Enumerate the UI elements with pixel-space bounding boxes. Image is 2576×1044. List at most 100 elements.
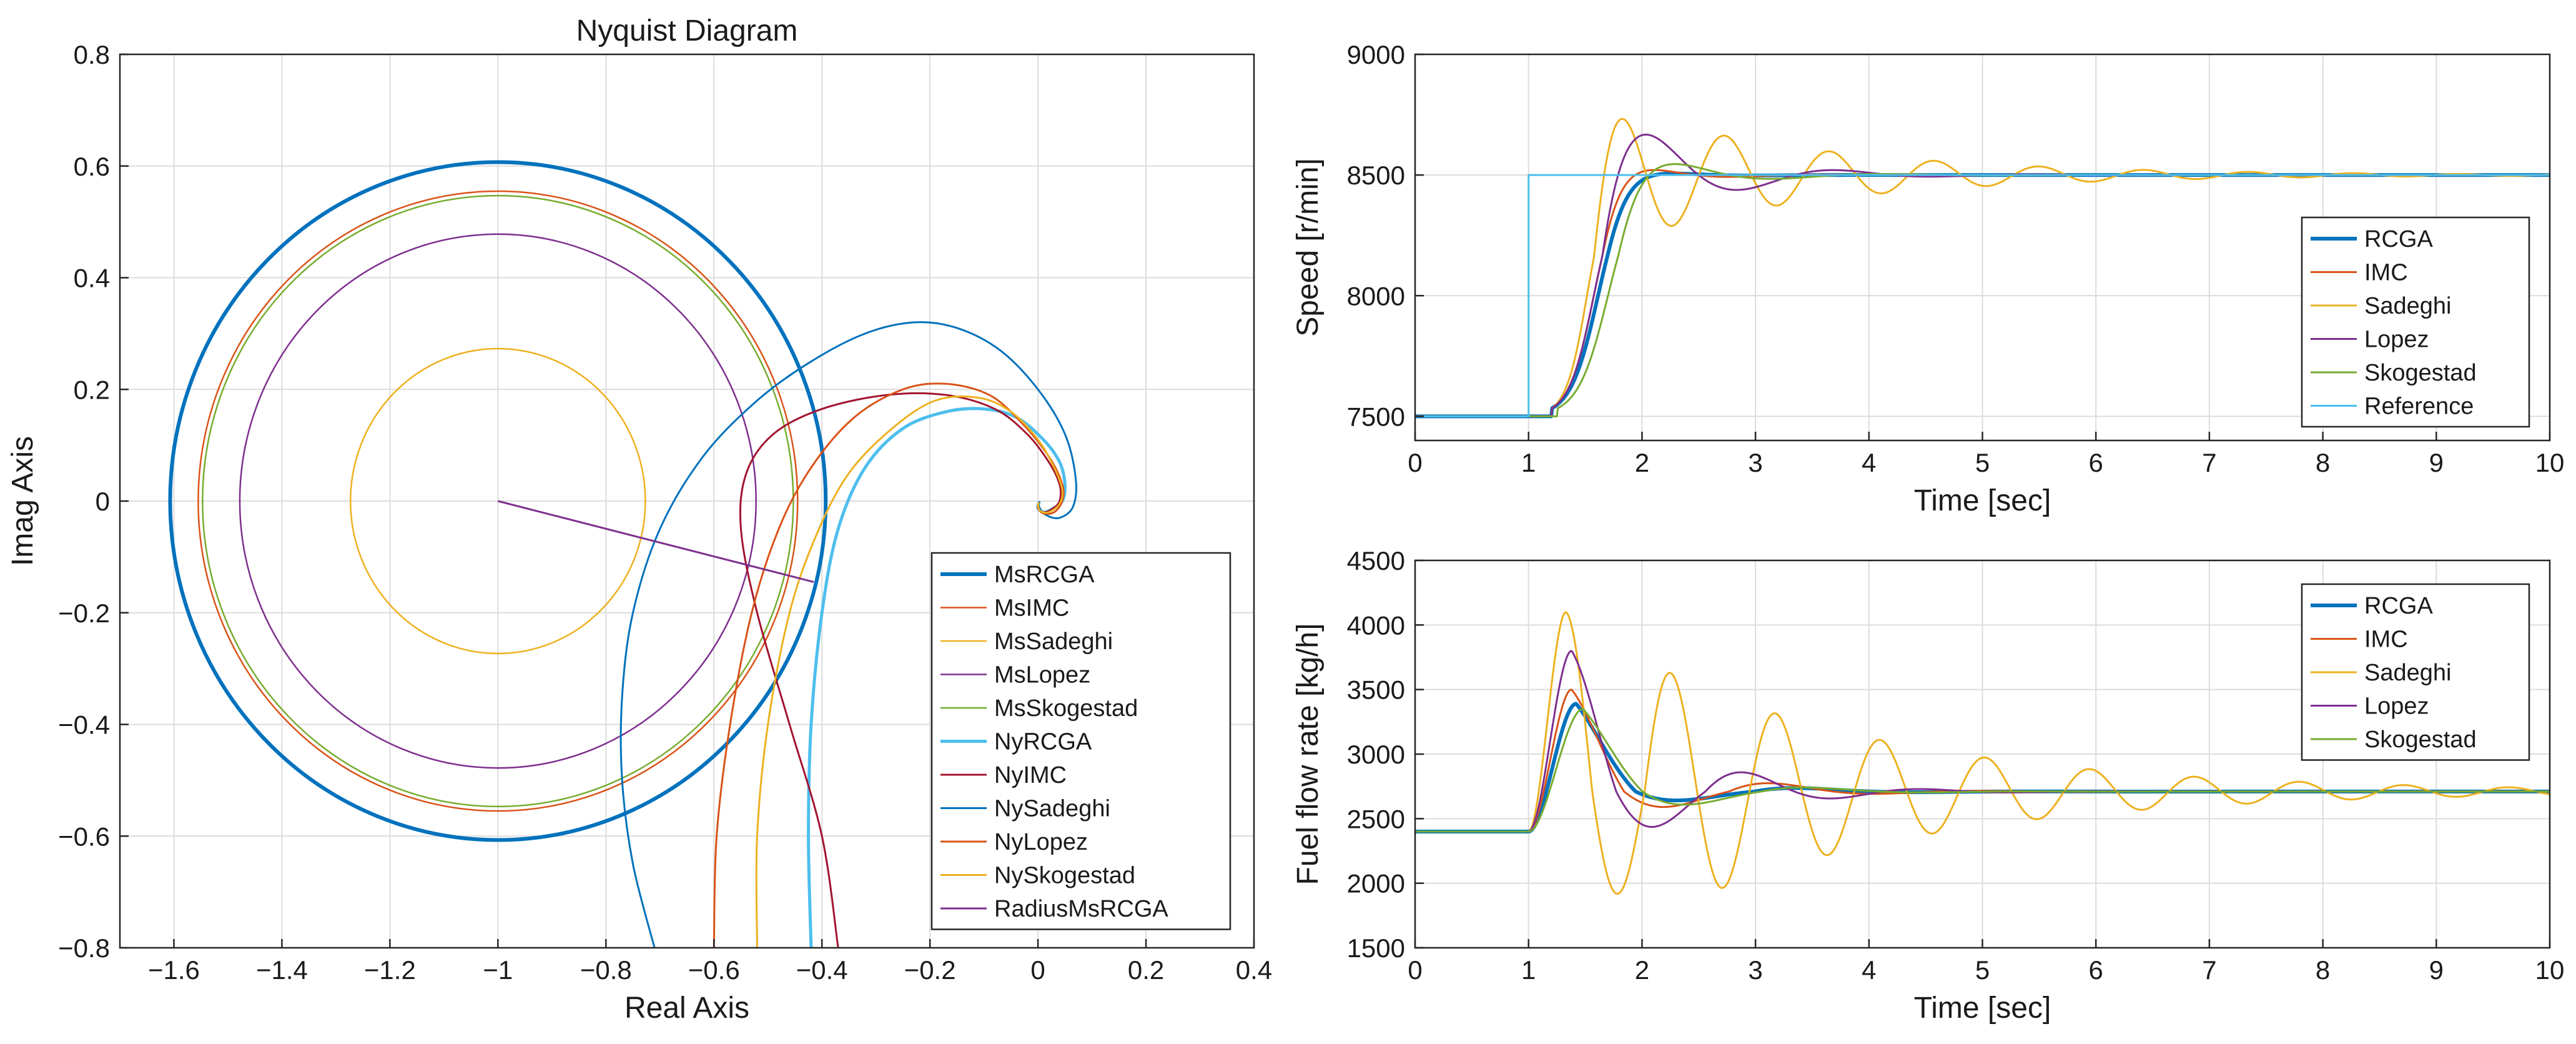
speed-x-tick-label: 10 <box>2535 448 2565 477</box>
fuel-x-tick-label: 4 <box>1862 955 1876 985</box>
nyquist-series-RadiusMsRCGA <box>497 500 814 584</box>
speed-series-Reference <box>1415 174 2550 417</box>
nyquist-y-tick-label: 0.4 <box>74 264 110 293</box>
fuel-series-Skogestad <box>1415 708 2550 833</box>
fuel-y-tick-label: 3500 <box>1347 675 1405 705</box>
speed-x-tick-label: 8 <box>2316 448 2330 477</box>
fuel-legend: RCGA IMC Sadeghi Lopez Skogestad <box>2301 583 2530 761</box>
speed-x-tick-label: 1 <box>1521 448 1536 477</box>
speed-x-tick-label: 5 <box>1975 448 1990 477</box>
nyquist-series-MsSadeghi <box>350 347 646 655</box>
fuel-legend-label-Skogestad: Skogestad <box>2364 727 2477 753</box>
fuel-y-axis-label: Fuel flow rate [kg/h] <box>1291 624 1325 885</box>
fuel-y-tick-label: 4500 <box>1347 546 1405 575</box>
nyquist-series-MsRCGA <box>168 160 828 842</box>
speed-y-tick-label: 8000 <box>1347 281 1405 311</box>
nyquist-series-NySkogestad <box>755 395 1063 948</box>
fuel-legend-label-RCGA: RCGA <box>2364 593 2433 619</box>
nyquist-y-tick-label: −0.2 <box>58 599 110 628</box>
nyquist-legend-label-MsRCGA: MsRCGA <box>994 562 1095 588</box>
nyquist-title: Nyquist Diagram <box>576 14 798 47</box>
nyquist-x-tick-label: −0.4 <box>796 955 848 985</box>
speed-legend-label-Sadeghi: Sadeghi <box>2364 293 2451 319</box>
speed-x-tick-label: 2 <box>1635 448 1649 477</box>
nyquist-y-tick-label: 0.8 <box>74 40 110 69</box>
nyquist-x-tick-label: −0.6 <box>688 955 740 985</box>
nyquist-y-tick-label: −0.8 <box>58 933 110 963</box>
fuel-x-tick-label: 8 <box>2316 955 2330 985</box>
speed-legend-label-IMC: IMC <box>2364 260 2408 286</box>
nyquist-x-tick-label: 0.2 <box>1128 955 1164 985</box>
speed-x-tick-label: 7 <box>2202 448 2216 477</box>
nyquist-plot-area <box>168 160 1077 948</box>
nyquist-legend-label-MsSkogestad: MsSkogestad <box>994 695 1138 722</box>
speed-x-tick-label: 6 <box>2089 448 2103 477</box>
speed-legend-label-Lopez: Lopez <box>2364 327 2429 353</box>
nyquist-series-MsSkogestad <box>202 194 794 808</box>
nyquist-legend-label-NyIMC: NyIMC <box>994 762 1067 788</box>
fuel-y-tick-label: 2500 <box>1347 804 1405 833</box>
nyquist-x-tick-label: −1.2 <box>364 955 416 985</box>
fuel-x-tick-label: 3 <box>1748 955 1762 985</box>
nyquist-series-MsIMC <box>197 190 799 812</box>
fuel-x-tick-label: 6 <box>2089 955 2103 985</box>
nyquist-legend-label-NyRCGA: NyRCGA <box>994 729 1092 755</box>
nyquist-series-MsLopez <box>239 233 757 769</box>
nyquist-legend-label-NySadeghi: NySadeghi <box>994 796 1110 822</box>
fuel-x-axis-label: Time [sec] <box>1914 992 2051 1025</box>
speed-legend: RCGA IMC Sadeghi Lopez Skogestad Reference <box>2301 216 2530 428</box>
nyquist-legend-label-MsLopez: MsLopez <box>994 662 1090 689</box>
nyquist-chart: −1.6 −1.4 −1.2 −1 −0.8 −0.6 −0.4 −0.2 0 0.2 0.4 −0.… <box>6 14 1272 1025</box>
nyquist-series-NySadeghi <box>619 321 1077 948</box>
nyquist-y-tick-label: 0.6 <box>74 152 110 181</box>
nyquist-x-axis-label: Real Axis <box>624 992 749 1025</box>
fuel-y-tick-label: 2000 <box>1347 869 1405 898</box>
fuel-x-tick-label: 7 <box>2202 955 2216 985</box>
nyquist-series-NyLopez <box>713 382 1065 948</box>
nyquist-y-tick-label: 0 <box>96 487 110 516</box>
fuel-legend-label-Lopez: Lopez <box>2364 694 2429 720</box>
speed-y-tick-label: 9000 <box>1347 40 1405 69</box>
speed-x-tick-label: 0 <box>1408 448 1422 477</box>
speed-y-axis-label: Speed [r/min] <box>1291 158 1325 336</box>
fuel-plot-area <box>1415 611 2550 895</box>
fuel-y-tick-label: 3000 <box>1347 740 1405 769</box>
speed-x-tick-label: 3 <box>1748 448 1762 477</box>
fuel-x-tick-label: 10 <box>2535 955 2565 985</box>
nyquist-legend-label-MsIMC: MsIMC <box>994 595 1069 622</box>
fuel-x-tick-label: 2 <box>1635 955 1649 985</box>
nyquist-x-tick-label: −1.6 <box>148 955 200 985</box>
nyquist-legend-label-MsSadeghi: MsSadeghi <box>994 629 1113 655</box>
nyquist-y-axis-label: Imag Axis <box>6 436 39 566</box>
fuel-x-tick-label: 5 <box>1975 955 1990 985</box>
fuel-x-tick-label: 0 <box>1408 955 1422 985</box>
fuel-y-tick-label: 1500 <box>1347 933 1405 963</box>
nyquist-x-tick-label: 0.4 <box>1236 955 1272 985</box>
speed-x-tick-label: 9 <box>2429 448 2444 477</box>
speed-x-tick-label: 4 <box>1862 448 1876 477</box>
nyquist-y-tick-label: 0.2 <box>74 375 110 404</box>
speed-y-tick-label: 8500 <box>1347 161 1405 190</box>
nyquist-x-tick-label: −0.8 <box>580 955 632 985</box>
fuel-x-tick-label: 1 <box>1521 955 1536 985</box>
nyquist-legend-label-RadiusMsRCGA: RadiusMsRCGA <box>994 896 1168 922</box>
fuel-chart: 0 1 2 3 4 5 6 7 8 9 10 1500 2000 2500 3000 3500 4000 4500… <box>1291 546 2564 1025</box>
nyquist-series-NyIMC <box>739 392 1062 948</box>
speed-plot-area <box>1415 117 2550 419</box>
speed-x-axis-label: Time [sec] <box>1914 484 2051 517</box>
speed-legend-label-Reference: Reference <box>2364 394 2474 420</box>
nyquist-y-tick-label: −0.4 <box>58 710 110 740</box>
nyquist-y-tick-label: −0.6 <box>58 822 110 851</box>
nyquist-x-tick-label: −1 <box>483 955 513 985</box>
speed-chart: 0 1 2 3 4 5 6 7 8 9 10 7500 8000 8500 9000 Time [sec] Sp… <box>1291 40 2564 517</box>
speed-legend-label-Skogestad: Skogestad <box>2364 360 2477 386</box>
fuel-series-Sadeghi <box>1415 611 2550 895</box>
nyquist-x-tick-label: −1.4 <box>256 955 308 985</box>
nyquist-legend-label-NySkogestad: NySkogestad <box>994 863 1135 889</box>
fuel-legend-label-Sadeghi: Sadeghi <box>2364 660 2451 686</box>
fuel-y-tick-label: 4000 <box>1347 610 1405 640</box>
nyquist-x-tick-label: 0 <box>1030 955 1045 985</box>
speed-legend-box <box>2301 216 2530 428</box>
nyquist-x-tick-label: −0.2 <box>904 955 956 985</box>
